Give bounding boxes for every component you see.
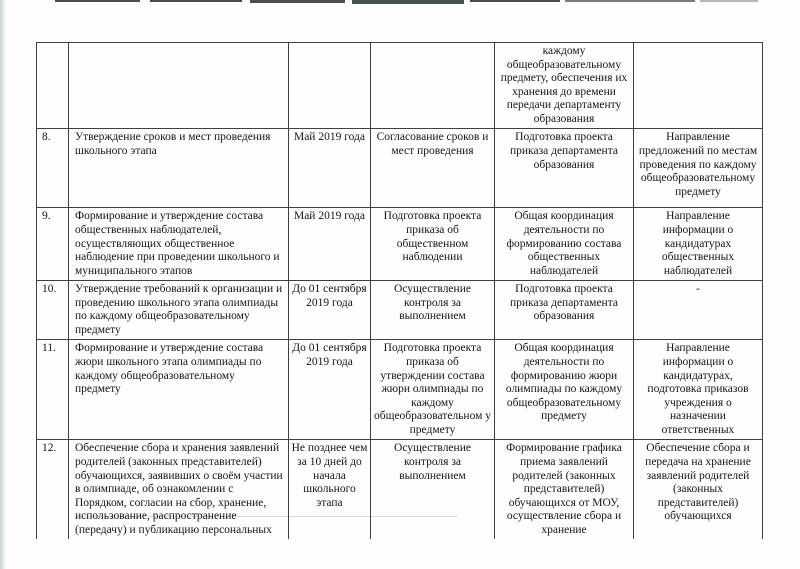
cell-action-3: Обеспечение сбора и передача на хранение… [633, 439, 763, 540]
cell-task: Обеспечение сбора и хранения заявлений р… [68, 439, 289, 540]
cell-deadline: Май 2019 года [288, 207, 371, 282]
scan-top-artifact [565, 0, 695, 2]
scan-top-artifact [250, 0, 345, 3]
cell-action-3 [633, 41, 763, 130]
cell-action-1: Согласование сроков и мест проведения [370, 128, 495, 209]
cell-row-number [36, 41, 69, 130]
cell-deadline: До 01 сентября 2019 года [288, 280, 371, 341]
table-row-12: 12. Обеспечение сбора и хранения заявлен… [36, 439, 763, 540]
scan-top-artifact [352, 0, 464, 4]
cell-action-3: Направление информации о кандидатурах, п… [633, 339, 763, 441]
cell-deadline [288, 41, 371, 130]
cell-action-1: Осуществление контроля за выполнением [370, 439, 495, 540]
cell-action-3: Направление информации о кандидатурах об… [633, 207, 763, 282]
cell-task: Утверждение сроков и мест проведения шко… [68, 128, 289, 209]
table-row-8: 8. Утверждение сроков и мест проведения … [36, 128, 763, 209]
cell-action-1: Подготовка проекта приказа об утверждени… [370, 339, 495, 441]
cell-action-2: Общая координация деятельности по формир… [494, 339, 634, 441]
cell-row-number: 10. [36, 280, 69, 341]
scan-top-artifact [150, 0, 242, 2]
table-row-11: 11. Формирование и утверждение состава ж… [36, 339, 763, 441]
scan-edge-shadow [0, 0, 6, 569]
cell-action-2: Подготовка проекта приказа департамента … [494, 128, 634, 209]
cell-row-number: 12. [36, 439, 69, 540]
cell-task: Формирование и утверждение состава жюри … [68, 339, 289, 441]
cell-row-number: 8. [36, 128, 69, 209]
cell-action-2: Общая координация деятельности по формир… [494, 207, 634, 282]
cell-deadline: До 01 сентября 2019 года [288, 339, 371, 441]
table-row-10: 10. Утверждение требований к организации… [36, 280, 763, 341]
scan-top-artifact [55, 0, 140, 2]
scan-top-artifact [470, 0, 560, 2]
cell-row-number: 11. [36, 339, 69, 441]
scan-top-artifact [700, 0, 758, 2]
cell-deadline: Май 2019 года [288, 128, 371, 209]
table-row-continuation: каждому общеобразовательному предмету, о… [36, 41, 763, 130]
plan-table: каждому общеобразовательному предмету, о… [36, 41, 763, 540]
cell-action-2: Формирование графика приема заявлений ро… [494, 439, 634, 540]
cell-action-1: Подготовка проекта приказа об общественн… [370, 207, 495, 282]
cell-task: Формирование и утверждение состава общес… [68, 207, 289, 282]
cell-task [68, 41, 289, 130]
cell-action-1: Осуществление контроля за выполнением [370, 280, 495, 341]
cell-row-number: 9. [36, 207, 69, 282]
cell-action-3: Направление предложений по местам провед… [633, 128, 763, 209]
cell-deadline: Не позднее чем за 10 дней до начала школ… [288, 439, 371, 540]
cell-action-1 [370, 41, 495, 130]
cell-action-2: Подготовка проекта приказа департамента … [494, 280, 634, 341]
cell-action-2: каждому общеобразовательному предмету, о… [494, 41, 634, 130]
table-row-9: 9. Формирование и утверждение состава об… [36, 207, 763, 282]
cell-task: Утверждение требований к организации и п… [68, 280, 289, 341]
cell-action-3: - [633, 280, 763, 341]
